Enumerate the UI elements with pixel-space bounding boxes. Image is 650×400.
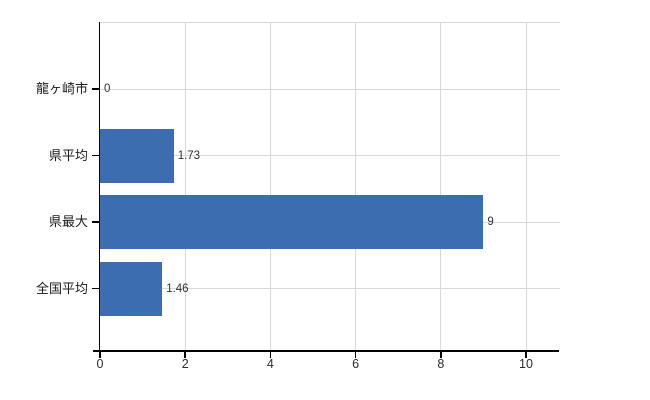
- category-label: 龍ヶ崎市: [35, 81, 88, 96]
- x-axis-tick-label: 4: [266, 357, 274, 371]
- x-axis-tick: [99, 351, 101, 358]
- x-axis-tick: [525, 351, 527, 358]
- x-axis-tick-label: 2: [181, 357, 189, 371]
- x-axis-tick: [269, 351, 272, 358]
- y-axis-line: [98, 22, 100, 352]
- bar: [100, 195, 484, 249]
- horizontal-gridline: [100, 155, 560, 156]
- value-label: 1.46: [166, 282, 189, 295]
- x-axis-tick-label: 6: [352, 357, 360, 371]
- vertical-gridline: [355, 22, 357, 351]
- y-axis-tick: [92, 287, 99, 290]
- x-axis-tick: [440, 351, 442, 358]
- horizontal-gridline: [100, 88, 560, 90]
- x-axis-tick: [184, 351, 186, 358]
- vertical-gridline: [440, 22, 442, 351]
- vertical-gridline: [269, 22, 271, 351]
- horizontal-gridline: [100, 288, 560, 289]
- y-axis-tick: [92, 88, 99, 90]
- category-label: 県最大: [48, 214, 88, 229]
- x-axis-tick: [354, 351, 357, 358]
- vertical-gridline: [525, 22, 527, 351]
- y-axis-tick: [92, 221, 99, 223]
- category-label: 県平均: [48, 147, 88, 163]
- x-axis-line: [93, 350, 559, 352]
- x-axis-tick-label: 8: [437, 357, 445, 371]
- plot-area: 0 1.73 9 1.46: [100, 22, 560, 351]
- vertical-gridline: [184, 22, 186, 351]
- value-label: 1.73: [177, 149, 201, 162]
- bar: [100, 261, 163, 316]
- category-label: 全国平均: [35, 280, 88, 296]
- plot-top-border: [100, 22, 560, 23]
- x-axis-tick-label: 10: [519, 357, 533, 371]
- x-axis-tick-label: 0: [96, 357, 104, 371]
- y-axis-tick: [92, 154, 99, 157]
- value-label: 0: [104, 83, 111, 95]
- value-label: 9: [487, 216, 494, 228]
- bar: [100, 128, 174, 183]
